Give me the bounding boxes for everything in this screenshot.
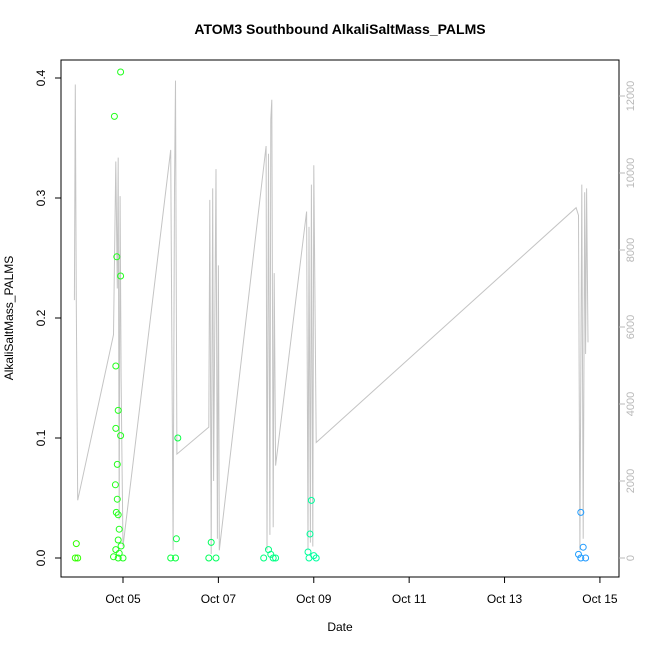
data-point: [113, 495, 121, 503]
data-point: [117, 432, 125, 440]
x-tick-label: Oct 07: [201, 592, 237, 606]
data-point: [112, 424, 120, 432]
data-point: [267, 550, 275, 558]
y-tick-label: 0.4: [34, 69, 48, 86]
data-point: [117, 68, 125, 76]
data-point: [74, 554, 82, 562]
x-axis-label: Date: [327, 620, 353, 634]
data-point: [114, 536, 122, 544]
data-point: [71, 554, 79, 562]
data-point: [172, 554, 179, 562]
x-tick-label: Oct 11: [392, 592, 427, 606]
data-point: [312, 554, 320, 562]
data-point: [115, 525, 123, 533]
plot-frame: [60, 59, 620, 578]
data-point: [577, 508, 585, 516]
data-point: [119, 554, 127, 562]
secondary-y-axis: 0 2000 4000 6000 8000 10000 12000: [619, 81, 637, 561]
data-point: [212, 554, 220, 562]
data-point: [172, 535, 180, 543]
y2-tick-label: 6000: [625, 315, 637, 339]
data-point: [310, 552, 318, 560]
data-point: [117, 542, 125, 550]
data-point: [577, 554, 585, 562]
data-point: [307, 496, 315, 504]
y-tick-label: 0.1: [34, 429, 48, 446]
data-point: [112, 546, 120, 554]
data-point: [114, 511, 122, 519]
data-point: [117, 272, 125, 280]
y2-tick-label: 2000: [625, 469, 637, 493]
x-axis: Oct 05 Oct 07 Oct 09 Oct 11 Oct 13 Oct 15: [105, 577, 618, 606]
data-points-group: [71, 68, 590, 562]
x-tick-label: Oct 09: [296, 592, 332, 606]
altitude-line-group: [73, 80, 589, 555]
y-tick-label: 0.0: [34, 549, 48, 566]
data-point: [207, 538, 215, 546]
data-point: [260, 554, 268, 562]
y-tick-label: 0.2: [34, 309, 48, 326]
y-tick-label: 0.3: [34, 189, 48, 206]
y2-tick-label: 10000: [625, 158, 637, 189]
y2-tick-label: 8000: [625, 238, 637, 262]
data-point: [115, 549, 123, 557]
data-point: [582, 554, 590, 562]
data-point: [113, 460, 121, 468]
data-point: [72, 540, 80, 548]
y-axis-label: AlkaliSaltMass_PALMS: [2, 256, 16, 381]
y2-tick-label: 4000: [625, 392, 637, 416]
data-point: [114, 554, 122, 562]
data-point: [269, 554, 277, 562]
data-point: [114, 406, 122, 414]
data-point: [575, 550, 582, 558]
data-point: [306, 530, 314, 538]
x-tick-label: Oct 15: [582, 592, 618, 606]
y2-tick-label: 12000: [625, 81, 637, 112]
data-point: [174, 434, 182, 442]
data-point: [272, 554, 280, 562]
x-tick-label: Oct 05: [105, 592, 141, 606]
chart-title: ATOM3 Southbound AlkaliSaltMass_PALMS: [194, 21, 485, 37]
y-axis: 0.0 0.1 0.2 0.3 0.4: [34, 69, 61, 566]
data-point: [110, 112, 118, 120]
x-tick-label: Oct 13: [487, 592, 523, 606]
data-point: [167, 554, 175, 562]
data-point: [111, 481, 119, 489]
data-point: [205, 554, 213, 562]
data-point: [113, 253, 121, 261]
data-point: [112, 362, 120, 370]
y2-tick-label: 0: [625, 555, 637, 561]
data-point: [110, 553, 117, 561]
data-point: [579, 543, 587, 551]
altitude-line: [73, 80, 589, 555]
